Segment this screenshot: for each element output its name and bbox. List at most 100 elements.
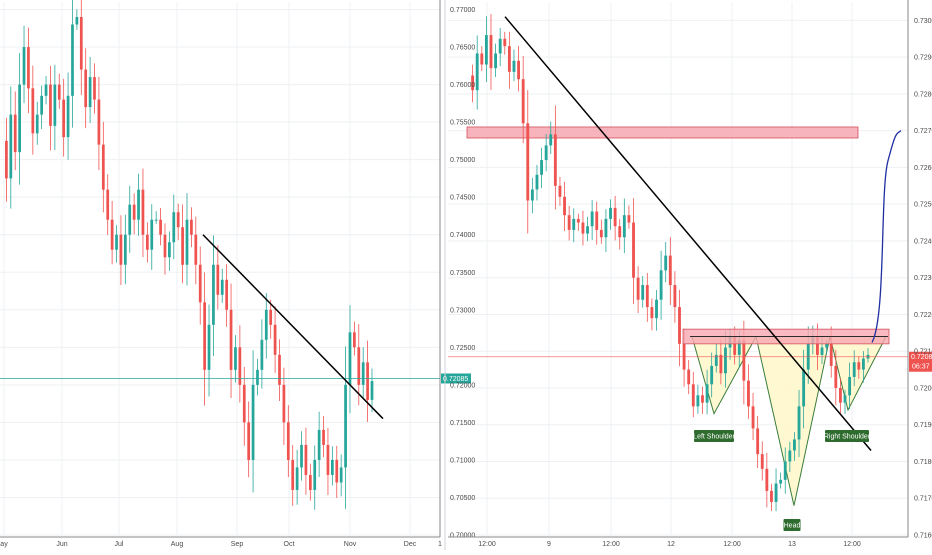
candle-body: [278, 354, 281, 385]
head-label: Head: [784, 523, 801, 530]
candle-body: [145, 234, 149, 250]
left-x-tick-label: Aug: [171, 541, 184, 548]
candle-body: [664, 255, 668, 271]
right-y-tick-label: 0.71900: [914, 422, 932, 429]
candle-body: [44, 84, 48, 96]
candle-body: [141, 189, 145, 235]
left-y-tick-label: 0.70000: [450, 533, 475, 540]
candle-body: [168, 242, 171, 258]
right-x-tick-label: 12:00: [602, 541, 620, 548]
candle-body: [857, 362, 861, 370]
right-y-tick-label: 0.72700: [914, 128, 932, 135]
candle-body: [517, 60, 520, 80]
candle-body: [512, 60, 516, 72]
candle-body: [353, 332, 356, 348]
candle-body: [123, 234, 127, 265]
candle-body: [558, 185, 562, 197]
candle-body: [203, 302, 206, 370]
candle-body: [535, 174, 539, 190]
candle-body: [313, 459, 317, 490]
projection-curve: [871, 130, 902, 343]
candle-body: [317, 429, 321, 460]
candle-body: [286, 422, 290, 460]
candle-body: [747, 380, 750, 407]
candle-body: [632, 222, 635, 278]
candle-body: [843, 395, 847, 403]
candle-body: [737, 340, 741, 355]
candle-body: [475, 53, 479, 91]
candle-body: [119, 234, 123, 265]
candle-body: [326, 444, 330, 475]
left-x-tick-label: Nov: [344, 541, 357, 548]
left-x-tick-label: Dec: [404, 541, 417, 548]
left-y-tick-label: 0.77000: [450, 7, 475, 14]
candle-body: [613, 207, 617, 227]
candle-body: [79, 17, 83, 70]
candle-body: [238, 347, 242, 385]
candle-body: [366, 362, 369, 400]
left-y-tick-label: 0.72500: [450, 345, 475, 352]
left-x-tick-label: Jun: [56, 541, 67, 548]
left-y-tick-label: 0.73000: [450, 307, 475, 314]
candle-body: [861, 358, 865, 370]
candle-body: [93, 77, 96, 100]
candle-body: [71, 24, 74, 96]
candle-body: [751, 406, 755, 429]
candle-body: [264, 309, 268, 340]
candle-body: [838, 387, 842, 403]
left-x-tick-label: Jul: [115, 541, 124, 548]
candle-body: [330, 459, 334, 475]
candle-body: [229, 309, 233, 370]
candle-body: [247, 422, 251, 460]
candle-body: [544, 145, 548, 161]
candle-body: [802, 369, 806, 407]
candle-body: [521, 79, 525, 124]
candle-body: [132, 204, 136, 220]
candle-body: [115, 234, 118, 250]
candle-body: [645, 285, 649, 308]
candle-body: [788, 450, 792, 462]
candle-body: [344, 384, 347, 468]
right-y-tick-label: 0.73000: [914, 18, 932, 25]
candle-body: [553, 134, 557, 186]
left-y-tick-label: 0.75500: [450, 120, 475, 127]
candle-body: [586, 226, 589, 234]
candle-body: [825, 343, 829, 348]
right-shoulder-label-bg: [825, 430, 869, 442]
candle-body: [816, 336, 819, 355]
candle-body: [216, 264, 220, 295]
candle-body: [97, 99, 101, 145]
right-y-tick-label: 0.72100: [914, 349, 932, 356]
candle-body: [273, 324, 277, 355]
candle-body: [300, 444, 303, 468]
candle-body: [13, 114, 17, 153]
candle-body: [793, 439, 796, 451]
left-y-tick-label: 0.74500: [450, 195, 475, 202]
right-x-tick-label: 12:00: [723, 541, 741, 548]
right-trendline: [504, 16, 872, 451]
candle-body: [714, 354, 718, 366]
candle-body: [599, 229, 603, 238]
right-price-tag: [909, 351, 932, 372]
right-y-tick-label: 0.72800: [914, 91, 932, 98]
right-x-tick-label: 9: [547, 541, 551, 548]
candle-body: [5, 140, 8, 179]
right-x-tick-label: 12: [667, 541, 675, 548]
right-y-tick-label: 0.72200: [914, 312, 932, 319]
candle-body: [176, 212, 180, 228]
left-y-tick-label: 0.73500: [450, 270, 475, 277]
candle-body: [101, 144, 105, 190]
candle-body: [590, 211, 594, 227]
right-zones: [466, 126, 887, 506]
candle-body: [471, 75, 475, 91]
candle-body: [581, 222, 585, 234]
candle-body: [526, 123, 530, 201]
candle-body: [172, 212, 176, 243]
candle-body: [691, 384, 695, 407]
right-y-tick-label: 0.72500: [914, 202, 932, 209]
candle-body: [820, 347, 824, 355]
candle-body: [797, 406, 801, 440]
left-y-tick-label: 0.72000: [450, 382, 475, 389]
candle-body: [185, 219, 189, 265]
